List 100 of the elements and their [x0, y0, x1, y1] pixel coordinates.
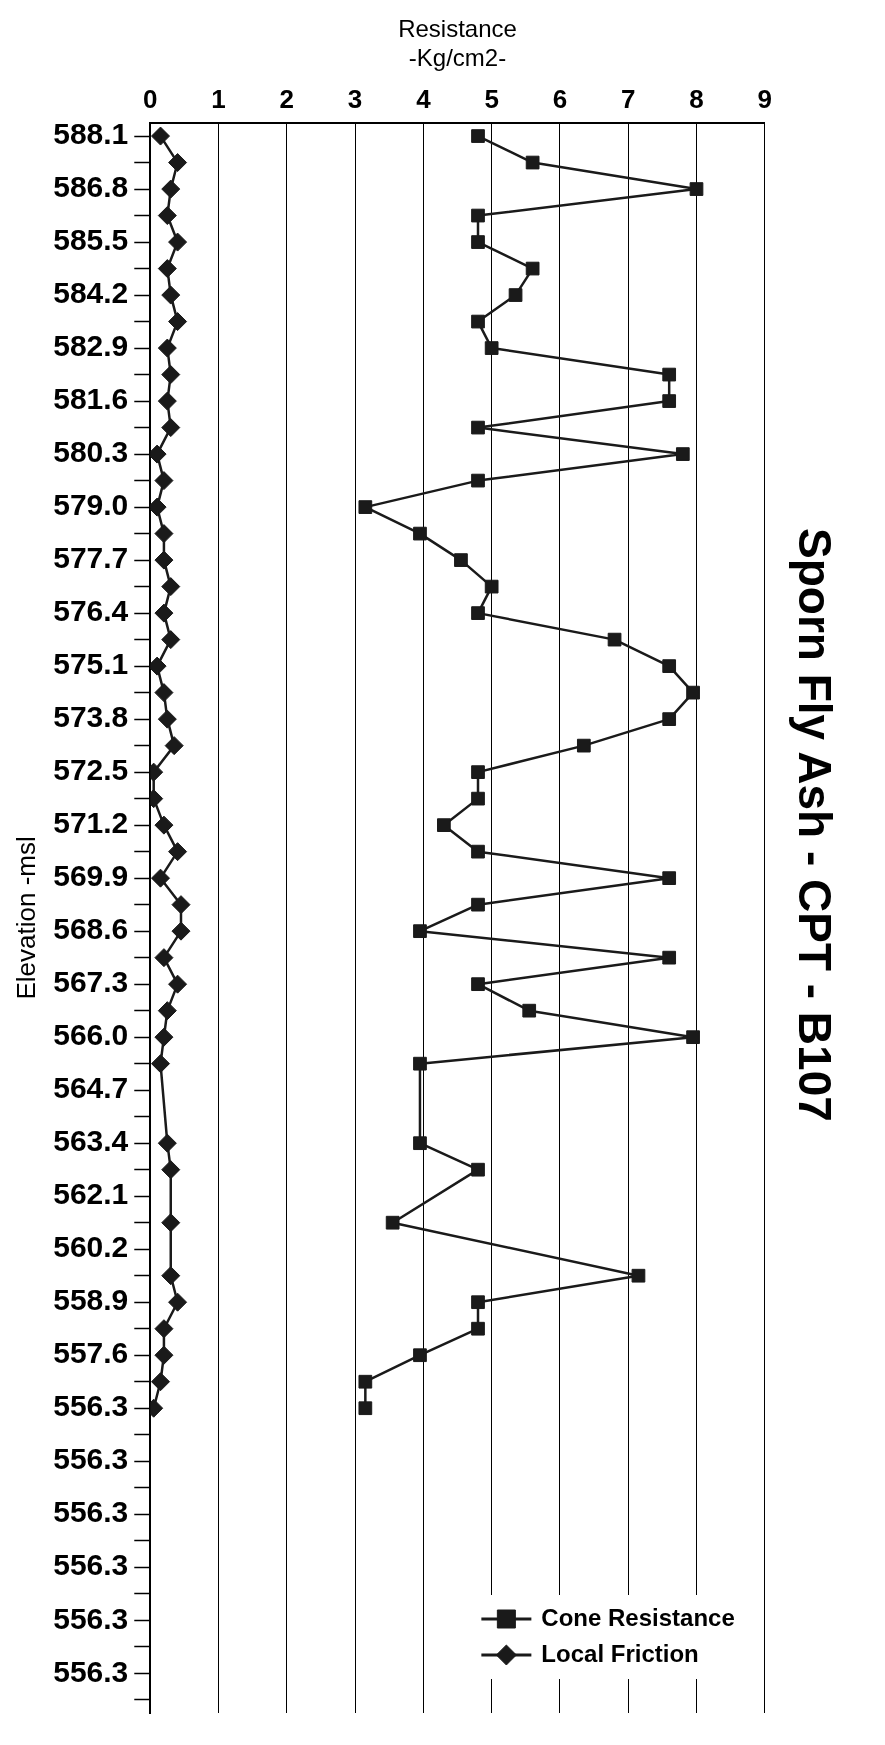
point: [484, 579, 499, 594]
point: [154, 471, 174, 491]
point: [662, 871, 677, 886]
point: [161, 418, 181, 438]
x-tick-label: 7: [620, 84, 636, 115]
y-tick-label: 564.7: [53, 1071, 129, 1105]
y-tick-label: 581.6: [53, 382, 129, 416]
point: [471, 791, 485, 806]
point: [471, 314, 485, 329]
point: [413, 526, 427, 541]
y-tick-label: 585.5: [53, 223, 129, 257]
y-tick-label: 579.0: [53, 488, 129, 522]
y-tick-label: 556.3: [53, 1495, 129, 1529]
point: [471, 235, 485, 249]
y-tick-label: 586.8: [53, 170, 129, 204]
point: [413, 1136, 427, 1151]
point: [662, 659, 677, 673]
point: [154, 524, 174, 544]
point: [168, 842, 188, 862]
point: [168, 232, 188, 252]
point: [686, 1030, 700, 1045]
x-tick-label: 5: [484, 84, 499, 115]
y-tick-label: 558.9: [53, 1283, 129, 1317]
point: [662, 367, 677, 382]
point: [686, 685, 700, 700]
point: [471, 1162, 485, 1177]
x-tick-label: 9: [757, 84, 772, 115]
point: [150, 497, 167, 517]
legend-label: Cone Resistance: [541, 1603, 735, 1631]
y-tick-label: 569.9: [53, 859, 129, 893]
point: [522, 1003, 537, 1018]
x-tick-label: 4: [416, 84, 432, 115]
point: [168, 974, 188, 994]
x-tick-label: 0: [143, 84, 158, 115]
y-tick-label: 568.6: [53, 912, 129, 946]
point: [161, 285, 181, 305]
point: [157, 206, 177, 226]
y-tick-label: 584.2: [53, 276, 129, 310]
point: [471, 208, 485, 223]
point: [471, 844, 485, 859]
y-tick-label: 556.3: [53, 1601, 129, 1635]
point: [689, 182, 704, 196]
y-tick-label: 580.3: [53, 435, 129, 469]
point: [154, 815, 174, 835]
point: [154, 603, 174, 623]
point: [662, 712, 677, 726]
x-tick-label: 2: [279, 84, 295, 115]
point: [385, 1215, 400, 1230]
y-tick-label: 556.3: [53, 1442, 129, 1476]
point: [454, 553, 468, 567]
point: [471, 1321, 485, 1336]
point: [154, 1345, 174, 1365]
y-tick-label: 557.6: [53, 1336, 129, 1370]
y-tick-label: 572.5: [53, 753, 129, 787]
point: [168, 153, 188, 173]
point: [576, 738, 591, 753]
point: [471, 1295, 485, 1310]
point: [471, 977, 485, 992]
point: [150, 656, 167, 676]
y-tick-label: 563.4: [53, 1124, 129, 1158]
point: [413, 1348, 427, 1363]
point: [161, 1213, 181, 1233]
point: [154, 1319, 174, 1339]
point: [154, 683, 174, 703]
point: [164, 736, 184, 756]
y-tick-label: 575.1: [53, 647, 129, 681]
point: [471, 897, 485, 912]
point: [157, 1001, 177, 1021]
legend-label: Local Friction: [541, 1639, 699, 1667]
point: [150, 444, 167, 464]
point: [154, 550, 174, 570]
point: [631, 1268, 646, 1283]
y-tick-label: 556.3: [53, 1548, 129, 1582]
y-tick-label: 571.2: [53, 806, 129, 840]
point: [157, 391, 177, 411]
point: [525, 155, 540, 170]
point: [151, 1372, 171, 1392]
x-tick-label: 8: [689, 84, 704, 115]
point: [154, 948, 174, 968]
y-tick-label: 582.9: [53, 329, 129, 363]
point: [157, 338, 177, 358]
y-tick-label: 560.2: [53, 1230, 129, 1264]
y-tick-label: 556.3: [53, 1389, 129, 1423]
x-tick-label: 1: [211, 84, 226, 115]
point: [171, 921, 191, 941]
point: [484, 341, 499, 355]
point: [161, 577, 181, 597]
point: [471, 765, 485, 779]
y-tick-label: 573.8: [53, 700, 129, 734]
text: Sporn Fly Ash - CPT - B107: [788, 528, 842, 1122]
point: [437, 818, 451, 832]
point: [161, 1160, 181, 1180]
point: [154, 1027, 174, 1047]
point: [161, 1266, 181, 1286]
point: [157, 1133, 177, 1153]
point: [471, 420, 485, 435]
y-tick-label: 566.0: [53, 1018, 129, 1052]
point: [157, 709, 177, 729]
point: [675, 447, 690, 461]
point: [525, 261, 540, 276]
